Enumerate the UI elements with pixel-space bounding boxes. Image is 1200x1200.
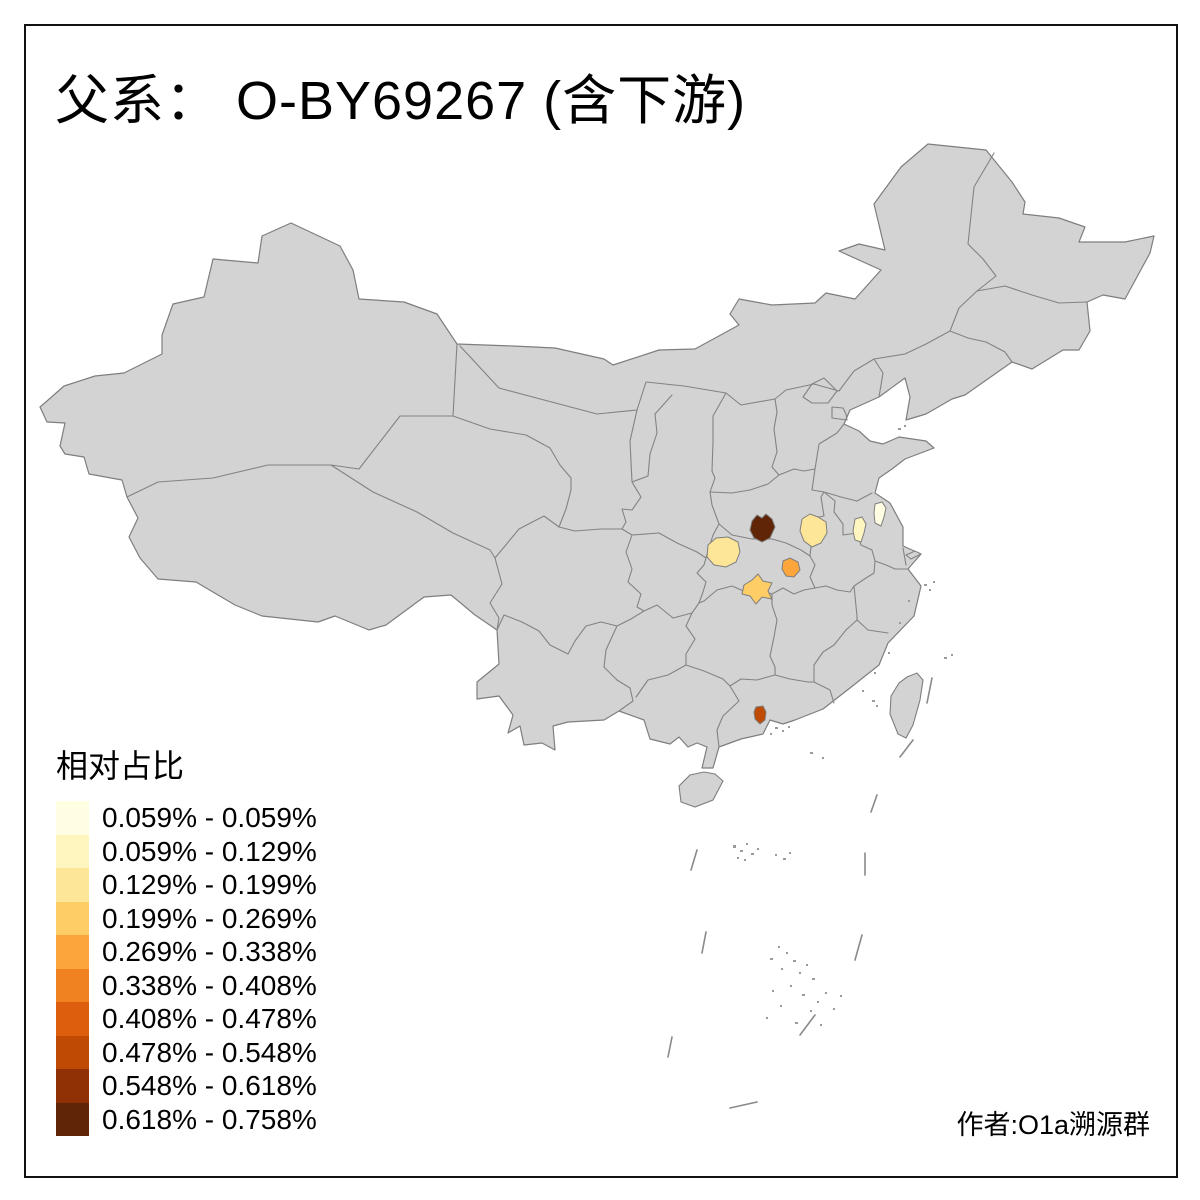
legend-label: 0.478% - 0.548% [102,1036,317,1068]
legend-row: 0.129% - 0.199% [56,868,317,902]
legend-color-swatch [56,901,89,935]
author-credit: 作者:O1a溯源群 [956,1110,1150,1140]
choropleth-region [741,573,773,605]
choropleth-region [852,516,867,543]
legend-color-swatch [56,834,89,868]
choropleth-regions [706,501,887,725]
legend-color-swatch [56,868,89,902]
choropleth-region [749,513,776,543]
legend-label: 0.408% - 0.478% [102,1003,317,1034]
legend-label: 0.269% - 0.338% [102,936,317,967]
legend: 相对占比 0.059% - 0.059% 0.059% - 0.129% 0.129… [56,748,317,1136]
legend-color-swatch [56,1102,89,1136]
legend-color-swatch [56,935,89,969]
legend-label: 0.129% - 0.199% [102,869,317,900]
taiwan-island-shape [889,672,924,739]
province-borders [126,152,1088,748]
legend-row: 0.269% - 0.338% [56,935,317,969]
legend-color-swatch [56,801,89,835]
legend-row: 0.059% - 0.129% [56,834,317,868]
legend-label: 0.618% - 0.758% [102,1103,317,1135]
small-islands [733,425,953,1026]
legend-label: 0.548% - 0.618% [102,1070,317,1101]
legend-row: 0.408% - 0.478% [56,1002,317,1036]
choropleth-region [706,536,741,568]
nine-dash-line [667,677,933,1109]
legend-color-swatch [56,1035,89,1069]
choropleth-region [753,705,767,725]
legend-title: 相对占比 [56,748,185,784]
legend-label: 0.199% - 0.269% [102,902,317,934]
legend-color-swatch [56,1002,89,1036]
legend-row: 0.548% - 0.618% [56,1069,317,1103]
legend-rows: 0.059% - 0.059% 0.059% - 0.129% 0.129% - 0… [56,801,317,1136]
legend-row: 0.478% - 0.548% [56,1035,317,1069]
page-title: 父系： O-BY69267 (含下游) [55,71,747,131]
legend-row: 0.059% - 0.059% [56,801,317,835]
legend-color-swatch [56,968,89,1002]
china-mainland-shape [39,143,1155,769]
choropleth-region [781,557,801,578]
legend-row: 0.618% - 0.758% [56,1102,317,1136]
legend-row: 0.338% - 0.408% [56,968,317,1002]
choropleth-region [873,501,887,527]
legend-row: 0.199% - 0.269% [56,901,317,935]
legend-color-swatch [56,1069,89,1103]
legend-label: 0.338% - 0.408% [102,969,317,1001]
legend-label: 0.059% - 0.059% [102,802,317,833]
choropleth-region [799,513,828,548]
legend-label: 0.059% - 0.129% [102,835,317,867]
chongming-island-shape [905,550,923,560]
hainan-island-shape [678,771,724,808]
